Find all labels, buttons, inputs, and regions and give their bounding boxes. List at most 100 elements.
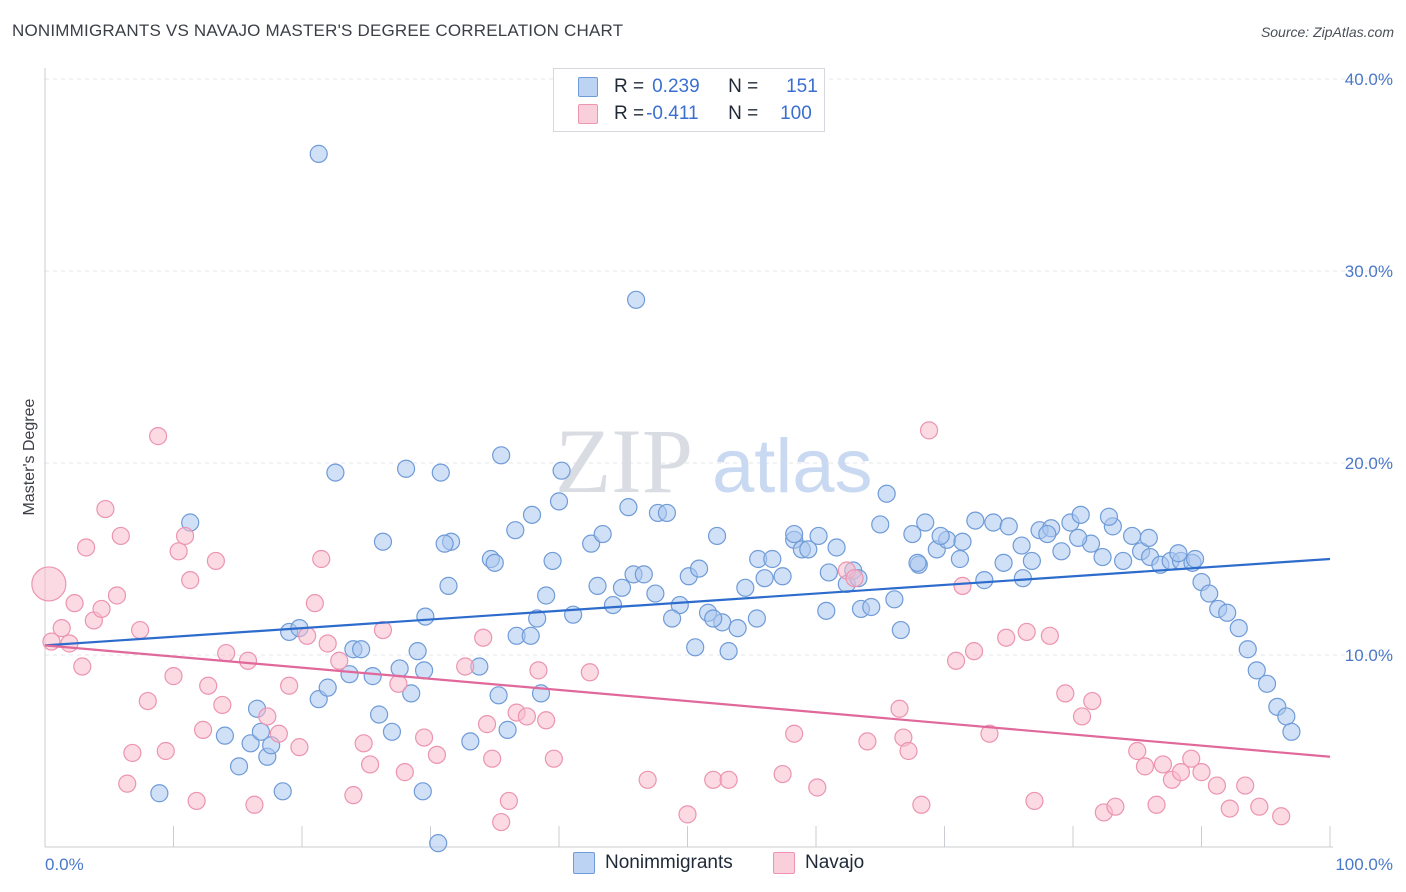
data-point [305,594,324,613]
data-point [215,726,234,745]
data-point [373,532,393,551]
data-point [273,782,292,801]
data-point [980,724,999,743]
data-point [862,597,881,617]
data-point [1220,799,1239,818]
data-point [439,576,458,595]
data-point [435,534,454,553]
data-point [175,526,195,546]
data-point [354,734,373,753]
data-point [485,553,504,572]
data-point [1185,549,1205,569]
data-point [206,551,226,571]
legend-n-value: 100 [780,103,812,124]
data-point [544,749,563,768]
data-point [689,559,709,578]
data-point [994,553,1013,572]
data-point [1025,791,1044,811]
legend-r-value: 0.239 [652,76,700,97]
data-point [975,571,994,590]
y-axis-label: Master's Degree [21,398,38,515]
data-point [344,786,363,805]
data-point [912,795,931,814]
data-point [549,492,569,511]
x-tick-label: 100.0% [1335,855,1393,874]
data-point [707,526,727,546]
data-point [52,619,71,638]
data-point [1056,684,1075,703]
legend-r-label: R = [614,103,645,124]
data-point [396,459,416,478]
data-point [670,595,689,615]
data-point [1099,507,1119,526]
data-point [427,745,447,764]
data-point [819,563,838,582]
data-point [241,734,260,753]
data-point [522,505,542,524]
data-point [984,513,1003,532]
data-point [340,665,359,684]
data-point [92,599,111,619]
data-point [111,526,130,546]
data-point [229,757,249,776]
data-point [678,805,697,824]
data-point [213,695,232,715]
data-point [118,774,137,793]
data-point [413,782,432,801]
data-point [489,686,508,705]
bottom-legend-swatch-pink [773,852,795,874]
data-point [1218,603,1237,622]
data-point [1153,755,1173,774]
data-point [537,711,556,730]
data-point [719,642,738,661]
watermark: ZIP atlas [555,410,873,512]
data-point [657,503,677,523]
legend-swatch-pink [578,104,598,124]
data-point [1040,626,1059,645]
watermark-zip: ZIP [555,410,693,512]
data-point [130,620,150,640]
data-point [1106,797,1125,816]
data-point [1069,528,1088,547]
data-point [634,565,653,584]
data-point [269,724,288,743]
legend-n-label: N = [728,103,759,124]
legend-row-nonimmigrants: R = 0.239 N = 151 [578,75,818,99]
data-point [785,524,804,544]
data-point [298,626,317,645]
data-point [946,651,966,670]
data-point [1282,722,1301,741]
trend-line-navajo [44,644,1331,758]
data-point [899,741,918,761]
data-point [290,738,309,757]
data-point [528,609,547,628]
data-point [258,707,277,726]
data-point [96,499,115,519]
data-point [537,586,556,605]
data-point [1017,622,1036,642]
trend-lines [44,557,1331,758]
nonimmigrants-points [150,144,1301,853]
data-point [890,699,909,718]
data-point [908,553,927,572]
data-point [552,461,571,480]
data-point [891,620,910,640]
data-point [773,764,792,784]
data-point [704,770,723,789]
data-point [903,524,922,544]
bottom-legend-navajo: Navajo [773,852,864,874]
data-point [461,732,480,751]
y-tick-labels: 10.0% 20.0% 30.0% 40.0% [1345,70,1393,665]
data-point [390,659,409,678]
data-point [799,540,818,559]
data-point [593,524,612,544]
legend-r-label: R = [614,76,645,97]
data-point [1071,505,1090,524]
data-point [77,538,96,557]
data-point [414,661,434,680]
y-tick-label: 10.0% [1345,646,1393,665]
data-point [997,628,1016,647]
data-point [1182,749,1201,768]
data-point [728,619,747,638]
data-point [827,538,846,557]
